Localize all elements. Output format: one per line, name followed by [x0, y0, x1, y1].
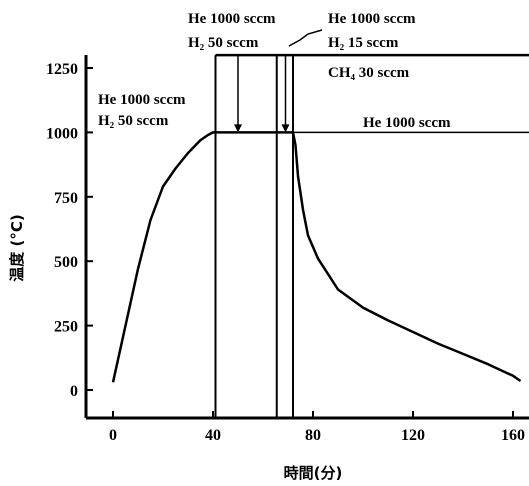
temperature-curve	[111, 131, 522, 383]
x-tick-label: 40	[205, 427, 221, 444]
y-axis-label: 温度 (°C)	[8, 214, 26, 281]
x-tick-label: 120	[401, 427, 425, 444]
annotations: He 1000 sccm H₂ 50 sccm He 1000 sccm H₂ …	[98, 11, 451, 131]
annotation-1-line-2: H₂ 50 sccm	[98, 113, 169, 129]
annotation-2-line-1: He 1000 sccm	[188, 11, 276, 27]
annotation-2-line-2: H₂ 50 sccm	[188, 35, 259, 51]
annotation-1-line-1: He 1000 sccm	[98, 92, 186, 108]
axes: 0 250 500 750 1000 1250 0 40 80 120 160	[46, 55, 529, 444]
y-tick-label: 500	[54, 254, 78, 271]
y-tick-label: 250	[54, 319, 78, 336]
arrow-head	[234, 124, 242, 133]
series-group	[111, 131, 522, 383]
x-tick-label: 0	[109, 427, 117, 444]
arrow-head	[281, 124, 290, 133]
y-tick-label: 750	[54, 190, 78, 207]
y-tick-label: 0	[70, 383, 78, 400]
annotation-4-line-1: He 1000 sccm	[363, 115, 451, 131]
x-tick-label: 80	[305, 427, 321, 444]
annotation-3-line-1: He 1000 sccm	[328, 11, 416, 27]
y-tick-label: 1250	[46, 61, 78, 78]
annotation-3-connector	[288, 29, 323, 47]
y-tick-label: 1000	[46, 125, 78, 142]
x-tick-label: 160	[501, 427, 525, 444]
x-axis-label: 時間(分)	[284, 464, 343, 482]
annotation-3-line-2: H₂ 15 sccm	[328, 35, 399, 51]
reference-lines	[213, 53, 529, 418]
annotation-3-line-3: CH₄ 30 sccm	[328, 65, 410, 81]
